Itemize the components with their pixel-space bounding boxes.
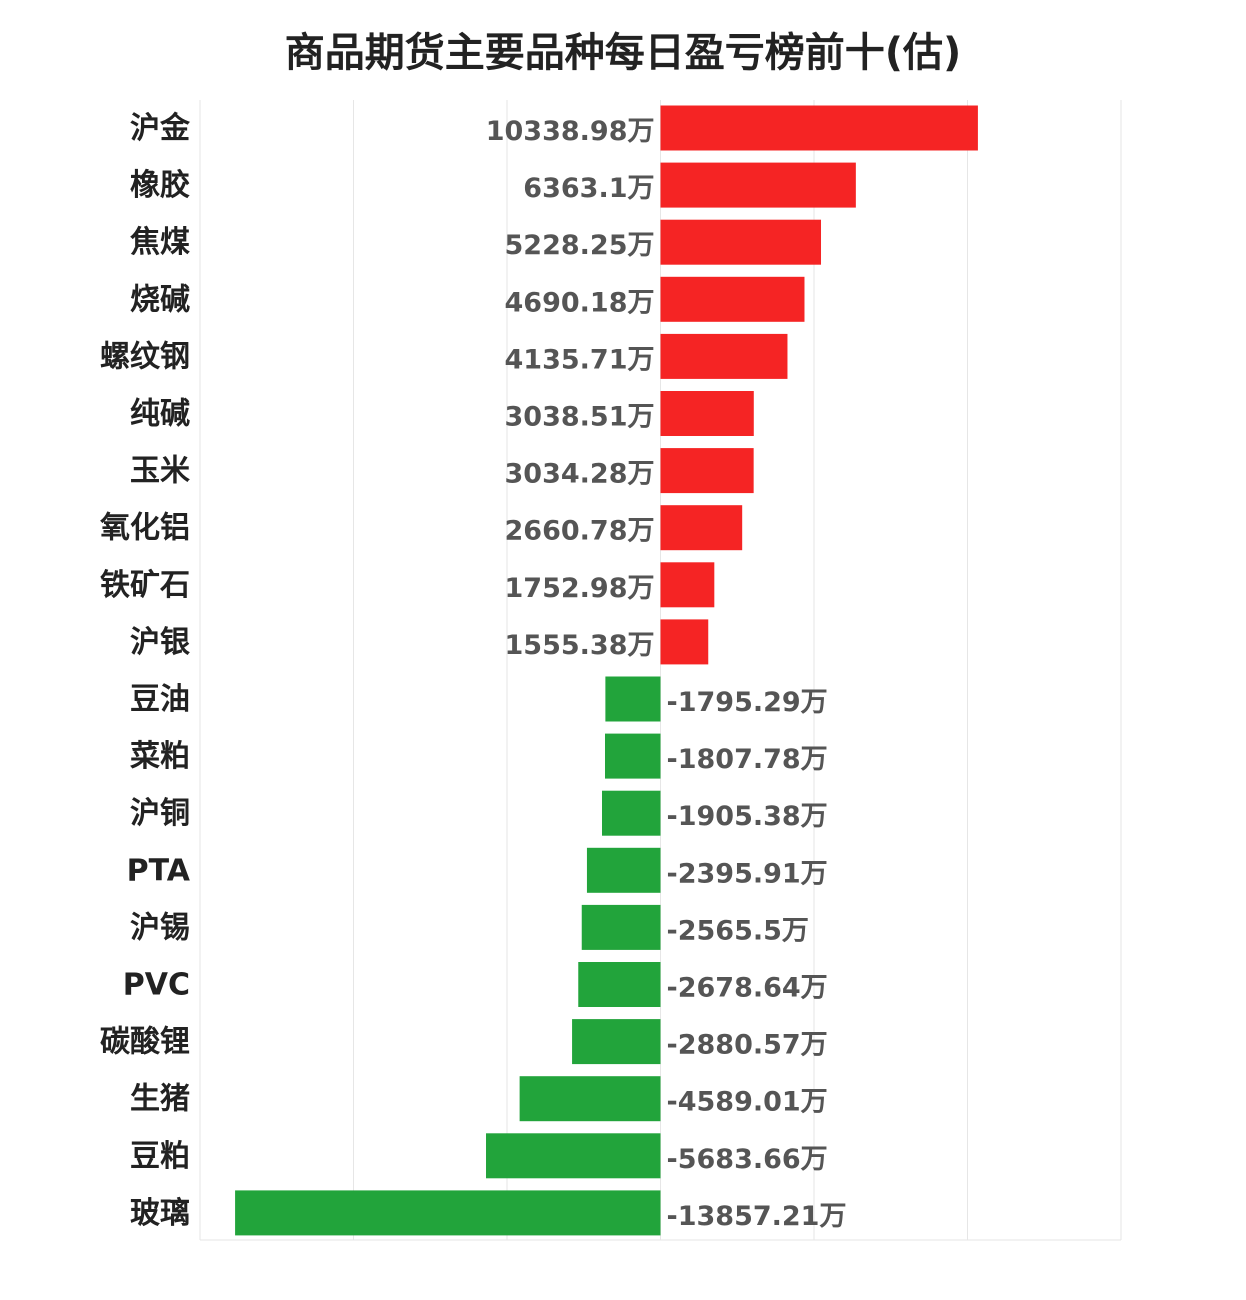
bar-14	[581, 904, 661, 950]
value-label: 4690.18万	[505, 287, 655, 318]
category-label: 橡胶	[130, 168, 190, 203]
bar-8	[660, 562, 715, 608]
bar-11	[605, 733, 661, 779]
value-label: 3034.28万	[505, 459, 655, 490]
bar-18	[486, 1133, 661, 1179]
bar-16	[572, 1019, 661, 1065]
bar-4	[660, 333, 788, 379]
bar-1	[660, 162, 856, 208]
bar-7	[660, 505, 743, 551]
value-label: -1807.78万	[667, 744, 828, 775]
value-label: -1905.38万	[667, 801, 828, 832]
category-label: 玻璃	[130, 1196, 190, 1231]
value-label: 4135.71万	[505, 344, 655, 375]
value-label: -2395.91万	[667, 858, 828, 889]
value-label: -13857.21万	[667, 1201, 847, 1232]
value-label: 3038.51万	[505, 402, 655, 433]
bar-2	[660, 219, 822, 265]
value-label: -5683.66万	[667, 1144, 828, 1175]
chart-title: 商品期货主要品种每日盈亏榜前十(估)	[284, 30, 962, 76]
bar-19	[235, 1190, 661, 1236]
category-label: 纯碱	[130, 397, 190, 432]
bar-17	[519, 1076, 661, 1122]
grid-lines	[199, 100, 1122, 1241]
value-label: -2880.57万	[667, 1030, 828, 1061]
bar-15	[578, 962, 661, 1007]
category-label: 沪银	[130, 625, 190, 660]
value-label: -4589.01万	[667, 1087, 828, 1118]
value-label: -2565.5万	[667, 915, 809, 946]
category-label: 豆粕	[130, 1139, 190, 1174]
category-label: 菜粕	[130, 739, 190, 774]
category-label: 沪金	[130, 111, 191, 146]
category-label: 铁矿石	[100, 568, 190, 603]
category-label: 氧化铝	[100, 511, 190, 546]
bar-0	[660, 105, 978, 151]
category-label: 沪锡	[130, 910, 190, 945]
category-label: 沪铜	[130, 796, 190, 831]
bar-12	[602, 790, 661, 836]
bar-6	[660, 448, 754, 494]
value-label: 5228.25万	[505, 230, 655, 261]
value-label: 1555.38万	[505, 630, 655, 661]
category-label: 螺纹钢	[100, 339, 190, 374]
bars	[235, 105, 978, 1236]
category-label: 豆油	[130, 682, 190, 717]
category-label: PVC	[123, 968, 190, 1003]
value-label: 10338.98万	[486, 116, 655, 147]
category-label: 焦煤	[130, 225, 190, 260]
value-label: -2678.64万	[667, 973, 828, 1004]
value-label: -1795.29万	[667, 687, 828, 718]
bar-13	[586, 847, 661, 893]
category-label: PTA	[127, 853, 191, 888]
bar-5	[660, 391, 754, 436]
bar-9	[660, 619, 709, 665]
value-label: 2660.78万	[505, 516, 655, 547]
bar-10	[605, 676, 661, 722]
category-label: 生猪	[130, 1082, 190, 1117]
bar-3	[660, 276, 805, 322]
value-label: 1752.98万	[505, 573, 655, 604]
value-label: 6363.1万	[523, 173, 654, 204]
category-label: 玉米	[130, 454, 190, 489]
category-label: 碳酸锂	[100, 1025, 190, 1060]
category-label: 烧碱	[130, 282, 190, 317]
